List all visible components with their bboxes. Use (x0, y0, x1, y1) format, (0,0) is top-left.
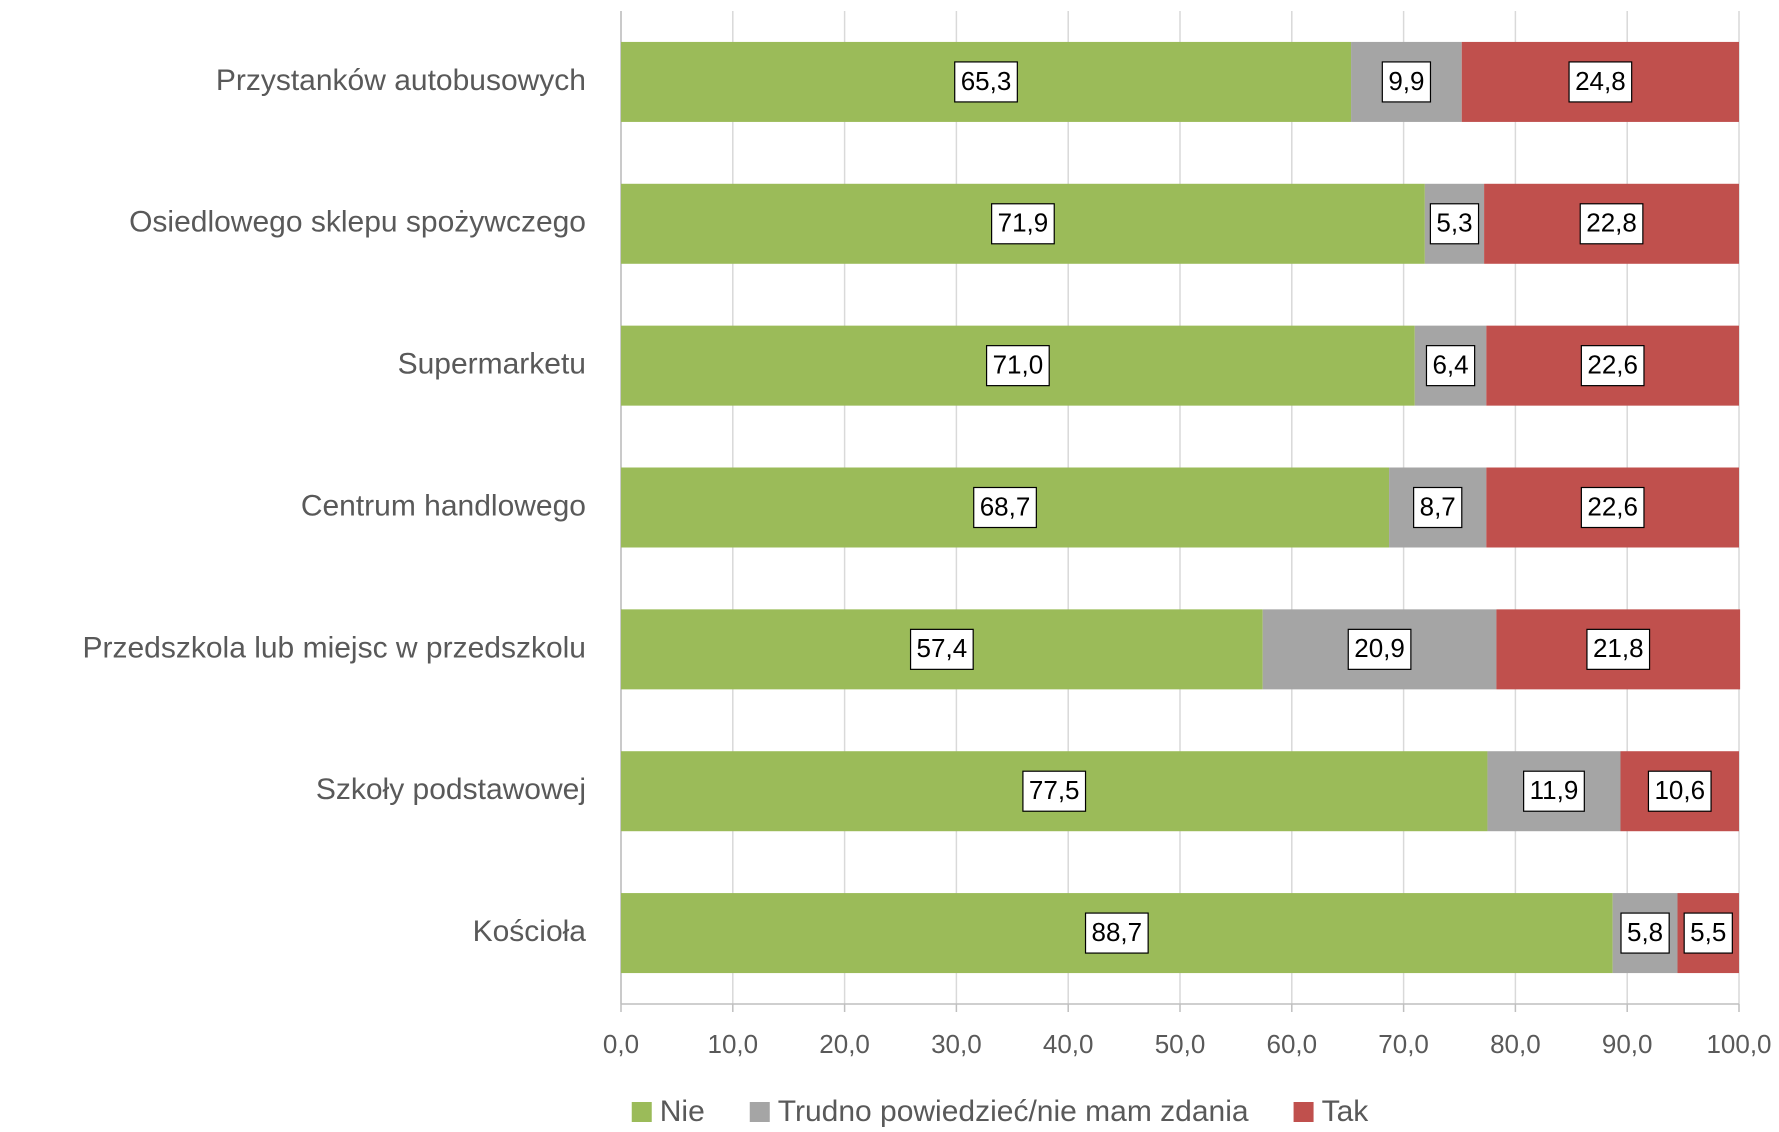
data-label-group: 22,6 (1580, 345, 1645, 387)
data-label: 10,6 (1654, 775, 1705, 805)
data-label-box (1523, 770, 1585, 812)
data-label: 65,3 (961, 66, 1012, 96)
data-label-box (1413, 486, 1463, 529)
data-label-group: 10,6 (1647, 770, 1712, 812)
data-label: 9,9 (1388, 66, 1424, 96)
legend-label: Nie (660, 1095, 705, 1128)
x-tick-label: 30,0 (931, 1029, 982, 1059)
data-label-box (1084, 912, 1149, 954)
data-label-group: 8,7 (1413, 486, 1463, 529)
y-tick-label: Szkoły podstawowej (316, 773, 586, 806)
data-label-box (973, 486, 1037, 529)
data-label-group: 22,8 (1579, 203, 1644, 245)
data-label-box (1425, 345, 1476, 387)
legend-label: Tak (1322, 1095, 1370, 1128)
data-label: 11,9 (1530, 775, 1579, 805)
data-label-box (909, 628, 974, 670)
data-label: 77,5 (1029, 775, 1080, 805)
data-label-box (991, 203, 1055, 245)
data-label: 68,7 (980, 491, 1031, 521)
data-label-group: 6,4 (1425, 345, 1476, 387)
data-label-box (954, 61, 1018, 103)
data-label: 21,8 (1593, 633, 1644, 663)
legend-swatch (1293, 1102, 1314, 1122)
data-label-group: 5,3 (1429, 203, 1480, 245)
y-tick-label: Centrum handlowego (301, 489, 586, 522)
data-label: 24,8 (1575, 66, 1626, 96)
x-tick-label: 50,0 (1155, 1029, 1206, 1059)
x-tick-label: 80,0 (1490, 1029, 1541, 1059)
data-label-group: 9,9 (1381, 61, 1432, 103)
data-label-group: 88,7 (1084, 912, 1149, 954)
data-label: 20,9 (1354, 633, 1405, 663)
x-tick-label: 10,0 (707, 1029, 758, 1059)
data-label: 22,8 (1586, 208, 1637, 238)
data-label: 6,4 (1432, 350, 1468, 380)
x-tick-label: 60,0 (1266, 1029, 1317, 1059)
legend-swatch (631, 1102, 652, 1122)
data-label-group: 71,9 (991, 203, 1055, 245)
data-label: 88,7 (1092, 917, 1143, 947)
x-tick-label: 0,0 (603, 1029, 639, 1059)
y-tick-label: Osiedlowego sklepu spożywczego (129, 206, 586, 239)
x-tick-label: 40,0 (1043, 1029, 1094, 1059)
data-label-box (1647, 770, 1712, 812)
data-label-group: 5,5 (1683, 912, 1733, 954)
data-label-box (1347, 628, 1412, 670)
data-label: 8,7 (1420, 491, 1456, 521)
data-label-group: 22,6 (1580, 486, 1645, 529)
data-label-group: 68,7 (973, 486, 1037, 529)
data-label: 71,0 (993, 350, 1044, 380)
y-tick-label: Supermarketu (398, 348, 586, 381)
x-tick-label: 70,0 (1378, 1029, 1429, 1059)
data-label: 5,5 (1690, 917, 1726, 947)
data-label-box (1022, 770, 1087, 812)
y-tick-label: Przedszkola lub miejsc w przedszkolu (82, 631, 586, 664)
data-label-box (985, 345, 1050, 387)
y-tick-label: Przystanków autobusowych (216, 64, 586, 97)
data-label: 71,9 (998, 208, 1049, 238)
data-label-group: 5,8 (1620, 912, 1670, 954)
data-label: 5,8 (1627, 917, 1663, 947)
legend-label: Trudno powiedzieć/nie mam zdania (778, 1095, 1249, 1128)
data-label: 22,6 (1587, 350, 1638, 380)
data-label: 57,4 (917, 633, 968, 663)
data-label-group: 65,3 (954, 61, 1018, 103)
data-label-box (1586, 628, 1651, 670)
legend-swatch (749, 1102, 770, 1122)
data-label-box (1683, 912, 1733, 954)
x-tick-label: 100,0 (1706, 1029, 1771, 1059)
data-label-group: 20,9 (1347, 628, 1412, 670)
data-label-box (1381, 61, 1432, 103)
data-label-group: 21,8 (1586, 628, 1651, 670)
data-label-group: 24,8 (1568, 61, 1633, 103)
data-label-box (1568, 61, 1633, 103)
data-label-box (1580, 345, 1645, 387)
x-tick-label: 20,0 (819, 1029, 870, 1059)
data-label: 5,3 (1436, 208, 1472, 238)
data-label-group: 57,4 (909, 628, 974, 670)
data-label: 22,6 (1587, 491, 1638, 521)
y-tick-label: Kościoła (473, 915, 587, 948)
data-label-group: 77,5 (1022, 770, 1087, 812)
data-label-group: 71,0 (985, 345, 1050, 387)
data-label-box (1580, 486, 1645, 529)
data-label-box (1579, 203, 1644, 245)
data-label-group: 11,9 (1523, 770, 1585, 812)
x-tick-label: 90,0 (1602, 1029, 1653, 1059)
data-label-box (1620, 912, 1670, 954)
data-label-box (1429, 203, 1480, 245)
